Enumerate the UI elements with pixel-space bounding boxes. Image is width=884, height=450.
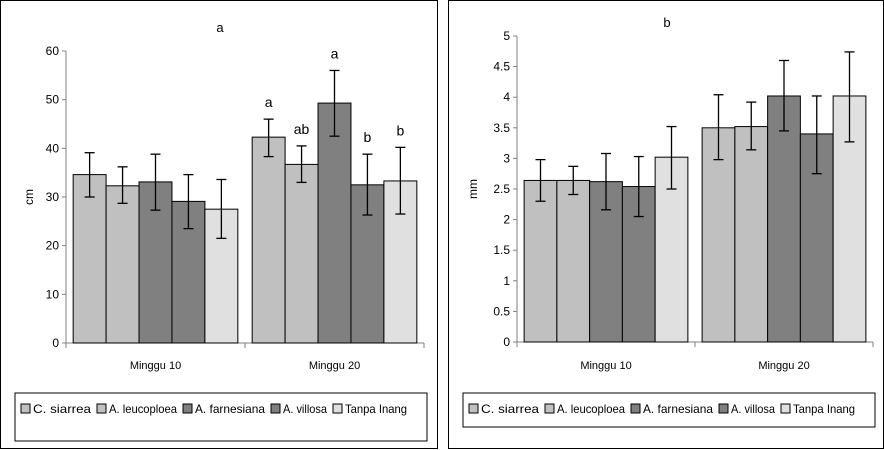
legend-label: A. villosa xyxy=(283,402,327,416)
bar-a-leucoploea xyxy=(105,185,140,344)
x-category-label: Minggu 10 xyxy=(130,360,181,372)
y-axis-label: mm xyxy=(466,179,480,199)
y-tick-label: 30 xyxy=(46,190,60,204)
x-category-label: Minggu 20 xyxy=(309,360,360,372)
y-tick-label: 4 xyxy=(503,90,510,104)
significance-label: a xyxy=(331,45,339,61)
legend-swatch xyxy=(96,403,107,414)
chart-panel-a: a 0 10 20 30 40 50 60 cm Minggu 10 Minggu 20 a ab a b b… xyxy=(0,0,438,449)
legend-label: C. siarrea xyxy=(33,402,91,416)
chart-title: b xyxy=(663,15,670,30)
chart-svg-b: b 0 0.5 1 1.5 2 2.5 3 3.5 4 4.5 5 mm Minggu 10 Minggu … xyxy=(462,15,876,428)
chart-title: a xyxy=(216,20,224,35)
bar-a-farnesiana xyxy=(767,95,801,343)
bar-c-siarrea xyxy=(72,174,107,344)
chart-panel-b: b 0 0.5 1 1.5 2 2.5 3 3.5 4 4.5 5 mm Minggu 10 Minggu … xyxy=(448,0,884,449)
legend-box xyxy=(462,392,876,428)
y-tick-label: 40 xyxy=(46,141,60,155)
legend-swatch xyxy=(270,403,281,414)
y-tick-label: 0 xyxy=(503,335,510,349)
y-tick-label: 1.5 xyxy=(493,243,510,257)
legend-label: A. farnesiana xyxy=(643,402,713,416)
bar-c-siarrea xyxy=(701,127,736,343)
y-tick-label: 2.5 xyxy=(493,182,510,196)
bar-a-leucoploea xyxy=(734,126,769,343)
y-tick-label: 0.5 xyxy=(493,304,510,318)
legend-swatch xyxy=(332,403,343,414)
y-axis-label: cm xyxy=(22,189,36,205)
y-tick-label: 10 xyxy=(46,287,60,301)
legend-label: C. siarrea xyxy=(481,402,539,416)
legend-label: A. farnesiana xyxy=(195,402,265,416)
y-tick-label: 1 xyxy=(503,274,510,288)
legend-label: Tanpa Inang xyxy=(793,402,855,416)
significance-label: b xyxy=(396,122,404,138)
y-tick-label: 0 xyxy=(52,336,59,350)
significance-label: b xyxy=(364,129,372,145)
x-category-label: Minggu 10 xyxy=(580,360,631,372)
significance-label: a xyxy=(265,94,273,110)
y-tick-label: 3.5 xyxy=(493,121,510,135)
legend-label: Tanpa Inang xyxy=(345,402,407,416)
bar-a-farnesiana xyxy=(317,102,352,344)
x-category-label: Minggu 20 xyxy=(758,360,809,372)
legend-label: A. leucoploea xyxy=(557,402,625,416)
legend-swatch xyxy=(20,403,31,414)
bar-c-siarrea xyxy=(523,179,558,343)
legend-swatch xyxy=(780,403,791,414)
bar-a-leucoploea xyxy=(556,179,591,343)
legend-swatch xyxy=(630,403,641,414)
y-tick-label: 5 xyxy=(503,29,510,43)
legend-swatch xyxy=(468,403,479,414)
y-tick-label: 50 xyxy=(46,93,60,107)
bar-a-leucoploea xyxy=(284,163,319,344)
legend-box xyxy=(14,392,428,442)
legend-label: A. leucoploea xyxy=(109,402,177,416)
bar-c-siarrea xyxy=(251,136,286,344)
y-tick-label: 20 xyxy=(46,239,60,253)
legend-swatch xyxy=(544,403,555,414)
legend-swatch xyxy=(182,403,193,414)
significance-label: ab xyxy=(294,121,310,137)
y-tick-label: 60 xyxy=(46,44,60,58)
legend-swatch xyxy=(718,403,729,414)
y-tick-label: 4.5 xyxy=(493,60,510,74)
y-tick-label: 2 xyxy=(503,213,510,227)
y-tick-label: 3 xyxy=(503,151,510,165)
legend-label: A. villosa xyxy=(731,402,775,416)
